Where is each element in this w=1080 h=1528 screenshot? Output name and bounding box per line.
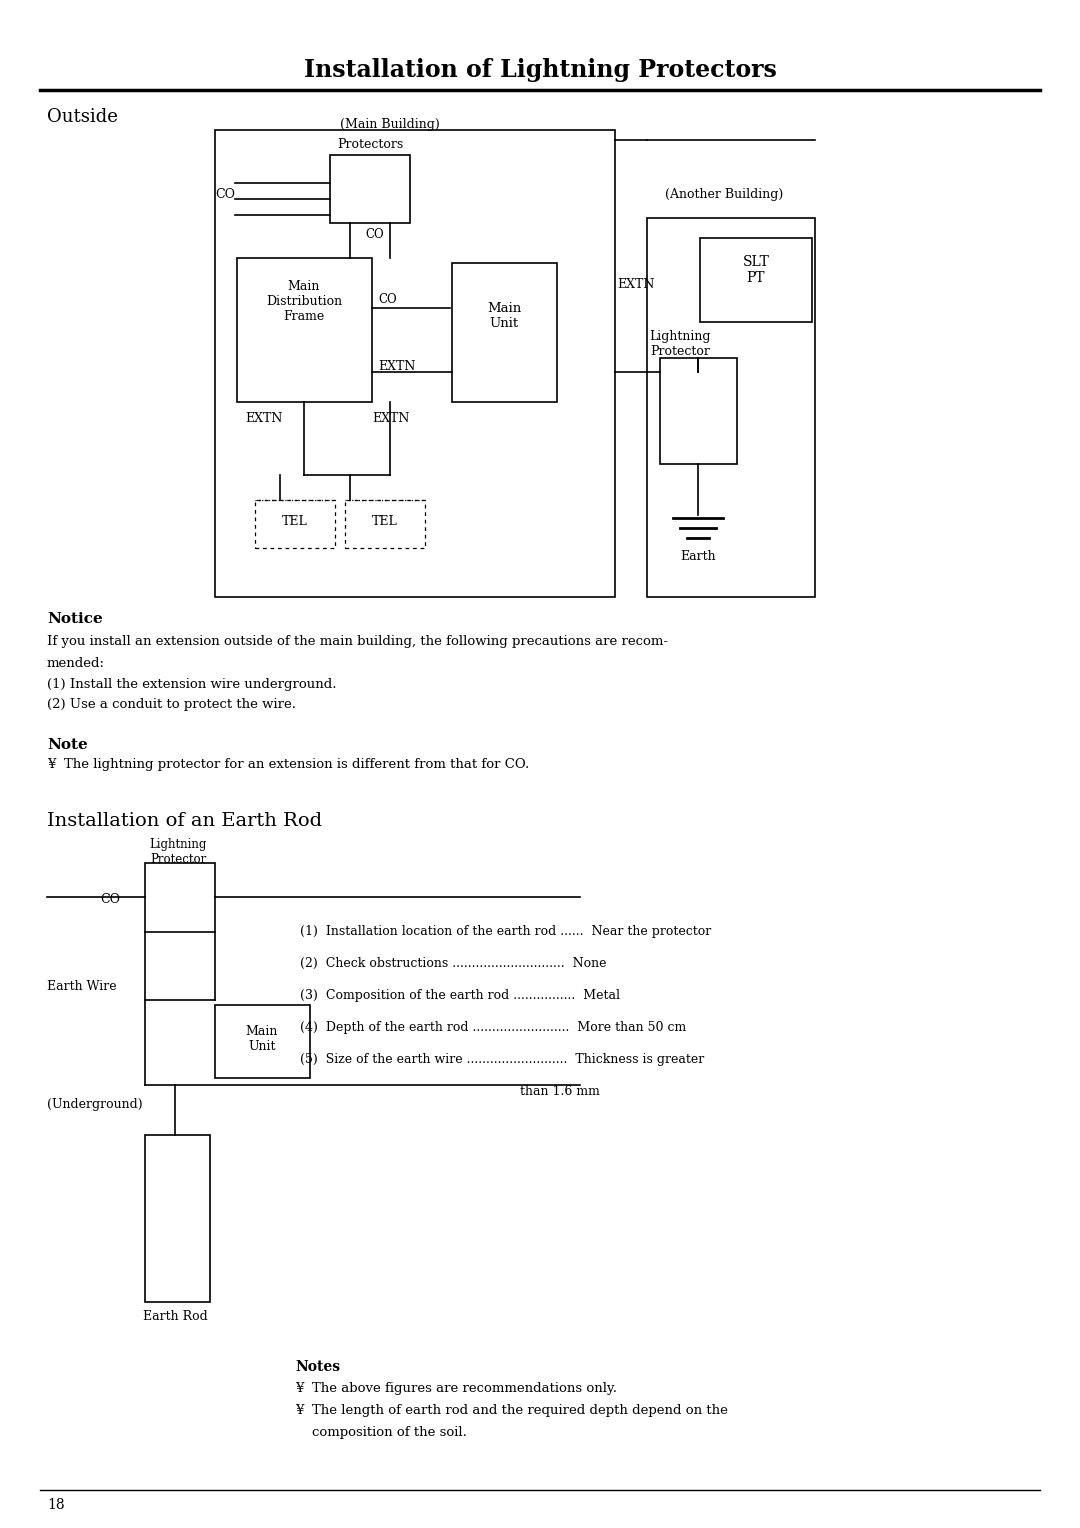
Text: Notice: Notice	[48, 613, 103, 626]
Bar	[237, 258, 372, 402]
Bar	[145, 863, 215, 932]
Text: (1)  Installation location of the earth rod ......  Near the protector: (1) Installation location of the earth r…	[300, 924, 712, 938]
Bar	[700, 238, 812, 322]
Text: TEL: TEL	[373, 515, 397, 529]
Text: CO: CO	[215, 188, 235, 202]
Text: (5)  Size of the earth wire ..........................  Thickness is greater: (5) Size of the earth wire .............…	[300, 1053, 704, 1067]
Text: (3)  Composition of the earth rod ................  Metal: (3) Composition of the earth rod .......…	[300, 989, 620, 1002]
Bar	[255, 500, 335, 549]
Bar	[660, 358, 737, 465]
Text: Main
Unit: Main Unit	[487, 303, 522, 330]
Text: (Main Building): (Main Building)	[340, 118, 440, 131]
Text: CO: CO	[365, 228, 383, 241]
Text: CO: CO	[100, 892, 120, 906]
Text: Main
Unit: Main Unit	[246, 1025, 279, 1053]
Text: (Underground): (Underground)	[48, 1099, 143, 1111]
Text: TEL: TEL	[282, 515, 308, 529]
Text: EXTN: EXTN	[245, 413, 282, 425]
Text: EXTN: EXTN	[617, 278, 654, 290]
Text: Earth Wire: Earth Wire	[48, 979, 117, 993]
Text: Lightning
Protector: Lightning Protector	[649, 330, 711, 358]
Text: EXTN: EXTN	[372, 413, 409, 425]
Text: EXTN: EXTN	[378, 361, 416, 373]
Bar	[145, 1135, 210, 1302]
Text: (Another Building): (Another Building)	[665, 188, 783, 202]
Text: Outside: Outside	[48, 108, 118, 125]
Bar	[345, 500, 426, 549]
Text: Earth: Earth	[680, 550, 716, 562]
Text: than 1.6 mm: than 1.6 mm	[300, 1085, 599, 1099]
Text: SLT
PT: SLT PT	[743, 255, 769, 286]
Text: Earth Rod: Earth Rod	[143, 1309, 207, 1323]
Text: ¥  The above figures are recommendations only.: ¥ The above figures are recommendations …	[295, 1381, 617, 1395]
Text: Main
Distribution
Frame: Main Distribution Frame	[266, 280, 342, 322]
Text: (2) Use a conduit to protect the wire.: (2) Use a conduit to protect the wire.	[48, 698, 296, 711]
Text: (4)  Depth of the earth rod .........................  More than 50 cm: (4) Depth of the earth rod .............…	[300, 1021, 686, 1034]
Text: (1) Install the extension wire underground.: (1) Install the extension wire undergrou…	[48, 678, 337, 691]
Text: 18: 18	[48, 1497, 65, 1513]
Text: Notes: Notes	[295, 1360, 340, 1374]
Bar	[215, 130, 615, 597]
Text: ¥  The lightning protector for an extension is different from that for CO.: ¥ The lightning protector for an extensi…	[48, 758, 529, 772]
Text: (2)  Check obstructions .............................  None: (2) Check obstructions .................…	[300, 957, 607, 970]
Text: CO: CO	[378, 293, 396, 306]
Bar	[330, 154, 410, 223]
Text: Lightning
Protector: Lightning Protector	[149, 837, 206, 866]
Text: If you install an extension outside of the main building, the following precauti: If you install an extension outside of t…	[48, 636, 669, 648]
Text: Installation of an Earth Rod: Installation of an Earth Rod	[48, 811, 322, 830]
Text: ¥  The length of earth rod and the required depth depend on the: ¥ The length of earth rod and the requir…	[295, 1404, 728, 1416]
Text: Installation of Lightning Protectors: Installation of Lightning Protectors	[303, 58, 777, 83]
Bar	[453, 263, 557, 402]
Text: mended:: mended:	[48, 657, 105, 669]
Text: composition of the soil.: composition of the soil.	[295, 1426, 467, 1439]
Text: Note: Note	[48, 738, 87, 752]
Bar	[215, 1005, 310, 1077]
Bar	[647, 219, 815, 597]
Text: Protectors: Protectors	[337, 138, 403, 151]
